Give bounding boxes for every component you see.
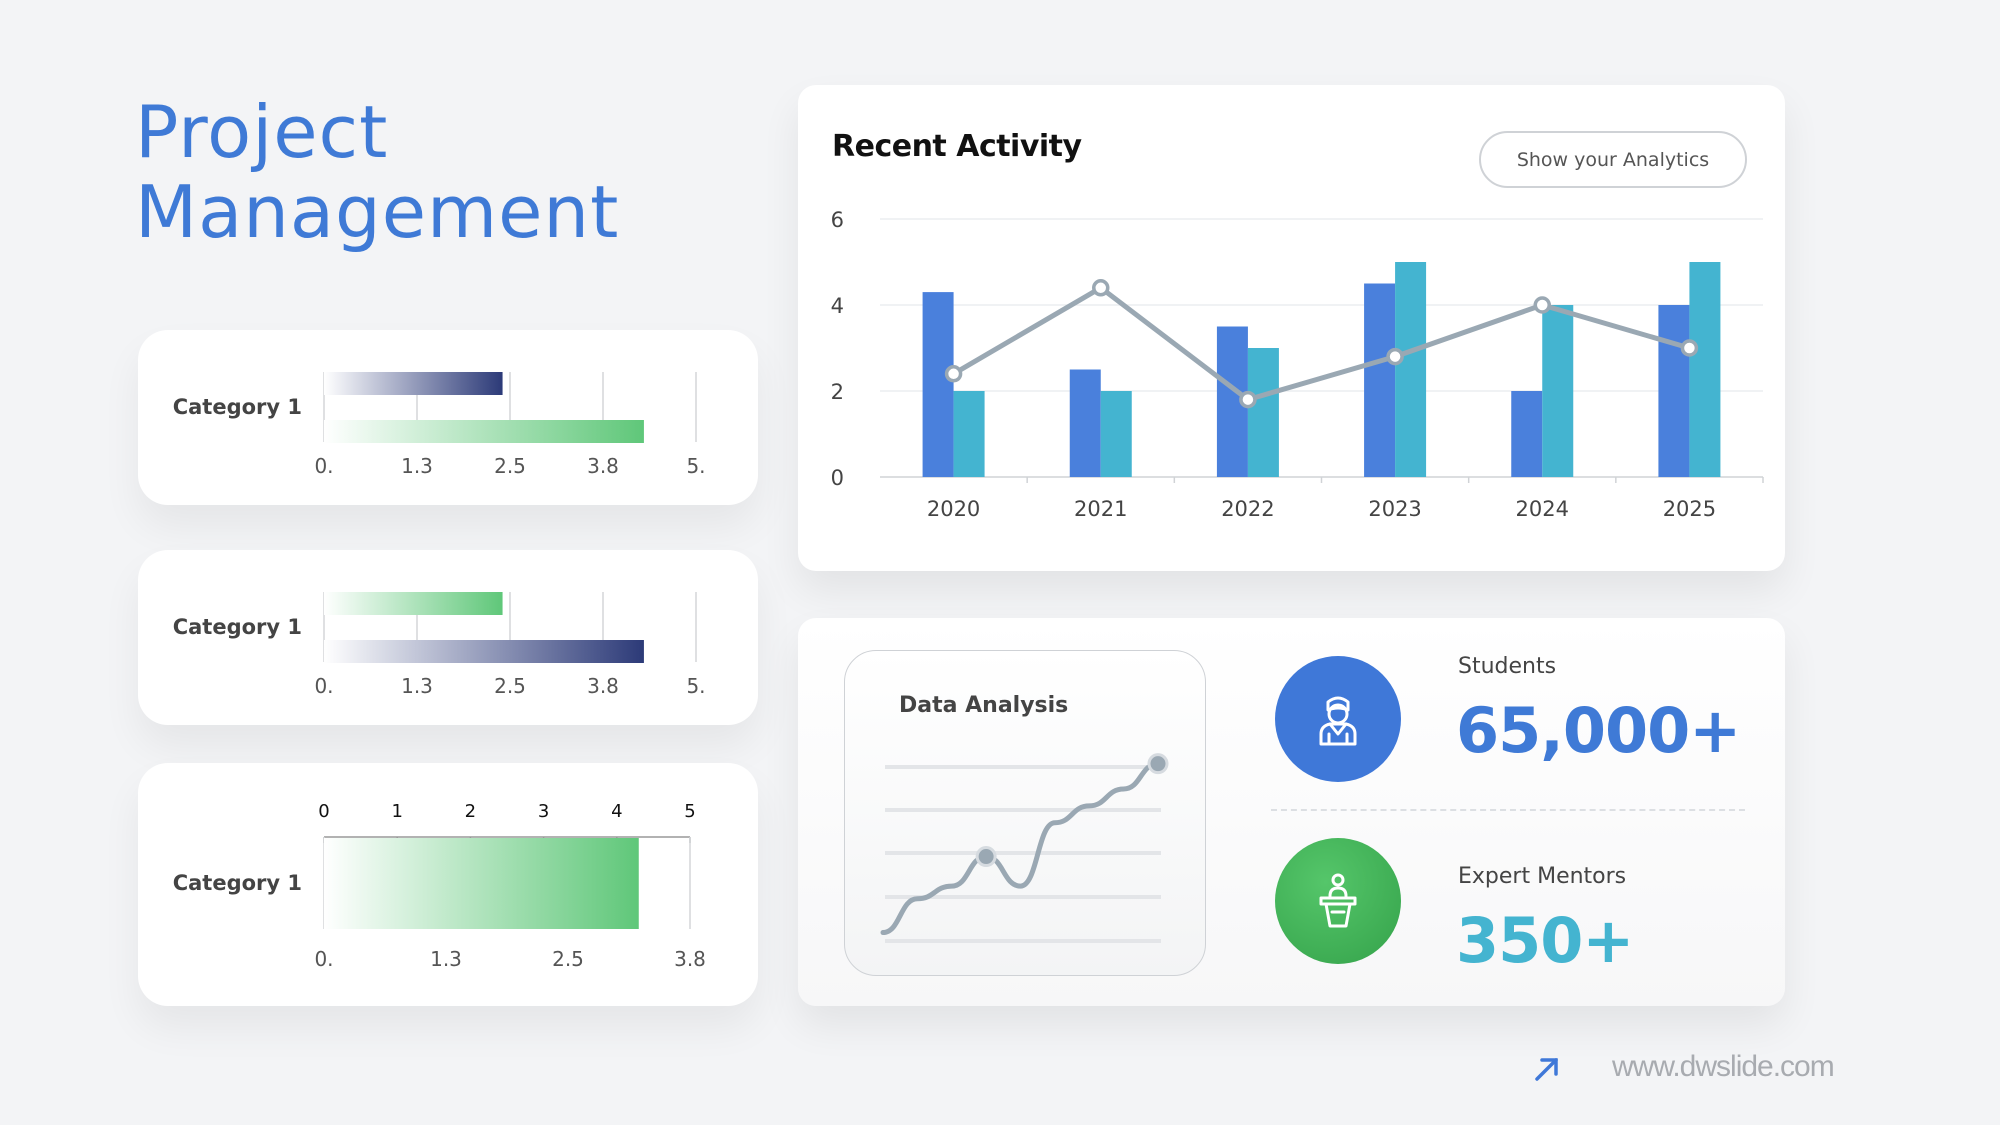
tick-label: 1.3 bbox=[401, 454, 433, 478]
top-tick-label: 5 bbox=[684, 801, 695, 822]
students-label: Students bbox=[1458, 654, 1557, 679]
recent-activity-title: Recent Activity bbox=[832, 129, 1082, 164]
category-label: Category 1 bbox=[173, 615, 302, 639]
line-point bbox=[1386, 347, 1404, 366]
data-analysis-point bbox=[1147, 753, 1169, 775]
data-analysis-title: Data Analysis bbox=[899, 693, 1069, 718]
category-bar-card-1: 0. 1.3 2.5 3.8 5. Category 1 bbox=[138, 330, 758, 505]
x-tick-label: 2020 bbox=[927, 497, 980, 521]
data-analysis-chart bbox=[880, 753, 1169, 943]
tick-label: 0. bbox=[314, 674, 333, 698]
y-tick-label: 4 bbox=[831, 294, 844, 318]
tick-label: 3.8 bbox=[587, 454, 619, 478]
bar-series-1 bbox=[1364, 283, 1396, 477]
top-tick-label: 0 bbox=[318, 801, 329, 822]
tick-label: 3.8 bbox=[587, 674, 619, 698]
page-title: Project Management bbox=[135, 92, 619, 252]
bar-series-2 bbox=[1689, 262, 1721, 477]
tick-label: 2.5 bbox=[494, 674, 526, 698]
bar-series-1 bbox=[922, 292, 954, 477]
line-point bbox=[1533, 296, 1551, 314]
category-bar-chart-2: 0. 1.3 2.5 3.8 5. Category 1 bbox=[173, 592, 706, 698]
bar-series-2 bbox=[953, 391, 985, 477]
stats-divider bbox=[1271, 809, 1745, 811]
data-analysis-card: Data Analysis bbox=[844, 650, 1206, 976]
category-label: Category 1 bbox=[173, 871, 302, 895]
x-tick-label: 2022 bbox=[1221, 497, 1274, 521]
top-tick-label: 1 bbox=[391, 801, 402, 822]
footer-website-link[interactable]: www.dwslide.com bbox=[1612, 1050, 1835, 1083]
bar-2 bbox=[324, 420, 644, 443]
stats-panel: Data Analysis Students 65,000+ bbox=[798, 618, 1785, 1006]
tick-label: 2.5 bbox=[552, 947, 584, 971]
data-analysis-point bbox=[975, 846, 997, 868]
students-icon-circle bbox=[1275, 656, 1401, 782]
mentors-label: Expert Mentors bbox=[1458, 864, 1627, 889]
category-bar-chart-3: 0 1 2 3 4 5 0. 1.3 2.5 3.8 Category 1 bbox=[173, 801, 706, 971]
bar-1 bbox=[324, 372, 503, 395]
x-tick-label: 2025 bbox=[1663, 497, 1716, 521]
bar-series-1 bbox=[1069, 369, 1101, 477]
x-tick-label: 2023 bbox=[1368, 497, 1421, 521]
tick-label: 0. bbox=[314, 947, 333, 971]
podium-icon bbox=[1319, 873, 1357, 928]
tick-label: 2.5 bbox=[494, 454, 526, 478]
show-analytics-button[interactable]: Show your Analytics bbox=[1479, 131, 1747, 188]
line-point bbox=[1239, 390, 1257, 409]
top-tick-label: 2 bbox=[465, 801, 476, 822]
bar-1 bbox=[324, 838, 639, 929]
tick-label: 5. bbox=[686, 674, 705, 698]
page-title-line2: Management bbox=[135, 170, 620, 254]
arrow-up-right-icon bbox=[1535, 1058, 1558, 1081]
category-bar-card-2: 0. 1.3 2.5 3.8 5. Category 1 bbox=[138, 550, 758, 725]
tick-label: 1.3 bbox=[430, 947, 462, 971]
y-tick-label: 0 bbox=[831, 466, 844, 490]
mentors-value: 350+ bbox=[1456, 904, 1634, 977]
line-point bbox=[1092, 279, 1110, 297]
line-series-3 bbox=[952, 285, 1691, 403]
data-analysis-line bbox=[880, 761, 1161, 936]
students-value: 65,000+ bbox=[1456, 694, 1741, 767]
category-bar-card-3: 0 1 2 3 4 5 0. 1.3 2.5 3.8 Category 1 bbox=[138, 763, 758, 1006]
recent-activity-panel: Recent Activity Show your Analytics 0 2 4 6… bbox=[798, 85, 1785, 571]
tick-label: 5. bbox=[686, 454, 705, 478]
bar-series-2 bbox=[1100, 391, 1132, 477]
line-point bbox=[1680, 339, 1699, 357]
bar-series-2 bbox=[1395, 262, 1427, 477]
recent-activity-chart: 0 2 4 6 2020 2021 2022 2023 2024 2025 bbox=[831, 208, 1764, 521]
mentors-icon-circle bbox=[1275, 838, 1401, 964]
tick-label: 0. bbox=[314, 454, 333, 478]
line-point bbox=[944, 365, 963, 383]
x-tick-label: 2021 bbox=[1074, 497, 1127, 521]
bar-series-1 bbox=[1658, 305, 1690, 477]
category-bar-chart-1: 0. 1.3 2.5 3.8 5. Category 1 bbox=[173, 372, 706, 478]
y-tick-label: 2 bbox=[831, 380, 844, 404]
bar-series-2 bbox=[1247, 348, 1279, 477]
top-tick-label: 4 bbox=[611, 801, 622, 822]
page-title-line1: Project bbox=[135, 90, 389, 174]
tick-label: 1.3 bbox=[401, 674, 433, 698]
y-tick-label: 6 bbox=[831, 208, 844, 232]
top-tick-label: 3 bbox=[538, 801, 549, 822]
x-tick-label: 2024 bbox=[1516, 497, 1569, 521]
category-label: Category 1 bbox=[173, 395, 302, 419]
bar-1 bbox=[324, 592, 503, 615]
student-icon bbox=[1319, 696, 1357, 746]
bar-series-2 bbox=[1542, 305, 1574, 477]
bar-2 bbox=[324, 640, 644, 663]
bar-series-1 bbox=[1511, 391, 1543, 477]
tick-label: 3.8 bbox=[674, 947, 706, 971]
